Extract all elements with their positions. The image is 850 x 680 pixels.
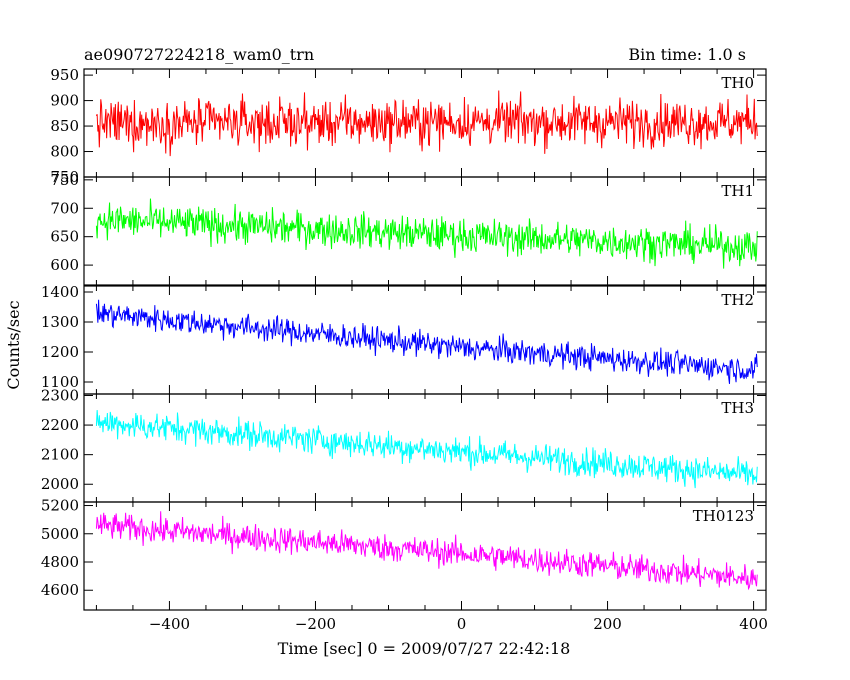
panel-th2: 1100 1200 1300 1400 TH2	[41, 283, 767, 395]
panel-frame	[83, 285, 767, 395]
x-tick-label: −400	[149, 615, 190, 633]
panel-th1: 600 650 700 750 TH1	[50, 171, 767, 286]
y-tick-label: 1400	[41, 283, 79, 301]
y-tick-label: 800	[50, 143, 79, 161]
y-tick-label: 5200	[41, 497, 79, 515]
y-tick-label: 750	[50, 168, 79, 186]
y-tick-label: 2200	[41, 416, 79, 434]
y-tick-label: 650	[50, 228, 79, 246]
y-tick-label: 1100	[41, 373, 79, 391]
y-tick-label: 1300	[41, 313, 79, 331]
x-tick-label: 200	[593, 615, 622, 633]
series-line-th0	[95, 90, 758, 157]
y-tick-label: 900	[50, 92, 79, 110]
series-line-th1	[95, 198, 758, 269]
series-line-th3	[95, 410, 758, 489]
x-tick-label: −200	[295, 615, 336, 633]
panel-label: TH0123	[693, 507, 754, 525]
panel-frame	[83, 501, 767, 611]
y-axis-label: Counts/sec	[4, 300, 23, 389]
x-tick-label: 0	[457, 615, 467, 633]
y-tick-label: 600	[50, 256, 79, 274]
y-tick-label: 700	[50, 199, 79, 217]
header-left-title: ae090727224218_wam0_trn	[84, 45, 314, 64]
y-tick-label: 1200	[41, 343, 79, 361]
series-line-th0123	[95, 511, 758, 591]
y-tick-label: 750	[50, 171, 79, 189]
y-tick-label: 2300	[41, 386, 79, 404]
x-tick-label: 400	[739, 615, 768, 633]
panel-th0123: 4600 4800 5000 5200 TH0123	[41, 497, 767, 611]
y-tick-label: 4600	[41, 581, 79, 599]
x-axis-label: Time [sec] 0 = 2009/07/27 22:42:18	[278, 639, 571, 658]
panel-label: TH3	[721, 399, 754, 417]
y-tick-label: 2000	[41, 475, 79, 493]
panel-th0: 750 800 850 900 950 TH0	[50, 66, 767, 186]
series-line-th2	[95, 299, 758, 384]
y-tick-label: 4800	[41, 553, 79, 571]
panel-th3: 2000 2100 2200 2300 TH3	[41, 386, 767, 503]
panel-label: TH0	[721, 74, 754, 92]
y-tick-label: 850	[50, 117, 79, 135]
panel-frame	[83, 393, 767, 503]
header-right-title: Bin time: 1.0 s	[628, 45, 746, 64]
panel-label: TH1	[721, 182, 754, 200]
y-tick-label: 950	[50, 66, 79, 84]
panel-label: TH2	[721, 291, 754, 309]
y-tick-label: 5000	[41, 525, 79, 543]
y-tick-label: 2100	[41, 446, 79, 464]
